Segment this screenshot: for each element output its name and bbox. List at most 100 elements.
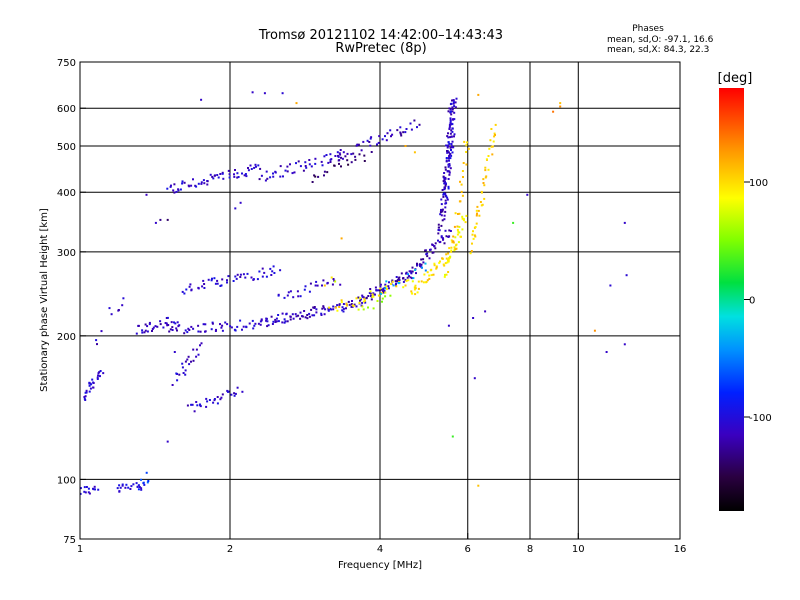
data-point — [443, 264, 446, 267]
data-point — [177, 189, 180, 192]
data-point — [221, 324, 224, 327]
data-point — [80, 492, 82, 495]
data-point — [432, 273, 435, 276]
data-point — [453, 105, 456, 108]
data-point — [272, 172, 274, 175]
data-point — [454, 236, 457, 239]
data-point — [354, 158, 357, 161]
data-point — [451, 435, 454, 438]
data-point — [88, 381, 91, 384]
data-point — [188, 329, 191, 331]
data-point — [460, 235, 462, 238]
data-point — [259, 167, 262, 170]
data-point — [219, 323, 221, 326]
data-point — [450, 239, 453, 242]
data-point — [422, 258, 425, 261]
data-point — [423, 273, 426, 276]
data-point — [221, 172, 224, 175]
data-point — [199, 344, 201, 347]
data-point — [184, 373, 187, 376]
data-point — [447, 271, 450, 273]
data-point — [334, 306, 337, 309]
data-point — [471, 242, 473, 245]
data-point — [381, 290, 384, 293]
data-point — [489, 139, 492, 142]
data-point — [384, 291, 387, 294]
data-point — [390, 282, 392, 285]
data-point — [361, 301, 364, 304]
data-point — [261, 267, 264, 270]
data-point — [188, 363, 191, 366]
data-point — [164, 322, 167, 324]
data-point — [409, 276, 412, 279]
y-axis-ticks: 75 100 200 300 400 500 600 750 — [57, 58, 86, 546]
data-point — [312, 306, 315, 309]
data-point — [593, 329, 596, 332]
data-point — [213, 174, 216, 177]
data-point — [407, 273, 410, 276]
data-point — [418, 123, 421, 126]
data-point — [84, 399, 87, 401]
data-point — [437, 226, 440, 229]
data-point — [272, 175, 275, 178]
data-point — [192, 178, 194, 181]
data-point — [359, 299, 361, 302]
data-point — [451, 110, 454, 113]
data-point — [171, 326, 174, 329]
data-point — [354, 155, 357, 158]
data-point — [456, 228, 459, 231]
data-point — [377, 141, 380, 144]
data-point — [431, 244, 434, 246]
data-point — [250, 168, 253, 170]
data-point — [426, 271, 429, 274]
data-point — [452, 101, 455, 104]
data-point — [452, 235, 455, 238]
y-tick-label: 200 — [57, 332, 76, 343]
data-point — [490, 128, 493, 130]
data-point — [192, 327, 195, 330]
data-point — [230, 393, 233, 396]
data-point — [439, 240, 442, 243]
data-point — [252, 278, 255, 281]
data-point — [369, 144, 372, 147]
data-point — [449, 230, 452, 232]
data-point — [92, 487, 94, 490]
data-point — [390, 135, 392, 138]
data-point — [303, 310, 306, 312]
data-point — [478, 214, 481, 217]
data-point — [146, 330, 149, 333]
data-point — [445, 273, 448, 276]
data-point — [405, 272, 407, 275]
data-point — [409, 122, 412, 125]
data-point — [430, 274, 433, 277]
data-point — [340, 299, 343, 302]
data-point — [392, 284, 395, 287]
data-point — [439, 211, 442, 214]
data-point — [146, 481, 149, 484]
data-point — [426, 255, 429, 258]
data-point — [355, 297, 358, 300]
data-point — [447, 324, 450, 327]
data-point — [144, 329, 147, 332]
data-point — [304, 316, 307, 319]
data-point — [187, 355, 190, 358]
data-point — [447, 260, 450, 263]
data-point — [206, 183, 209, 186]
data-point — [121, 484, 124, 487]
data-point — [236, 172, 239, 175]
data-point — [200, 98, 203, 101]
data-point — [552, 110, 555, 113]
data-point — [204, 323, 207, 326]
data-point — [266, 320, 269, 323]
data-point — [260, 319, 263, 322]
data-point — [263, 92, 266, 95]
data-point — [85, 389, 88, 392]
data-point — [166, 187, 169, 190]
data-point — [110, 313, 113, 316]
data-point — [417, 287, 420, 290]
stats-line-o: mean, sd,O: -97.1, 16.6 — [607, 35, 714, 45]
data-point — [446, 146, 449, 149]
data-point — [446, 135, 449, 138]
data-point — [266, 325, 269, 328]
data-point — [242, 273, 245, 276]
